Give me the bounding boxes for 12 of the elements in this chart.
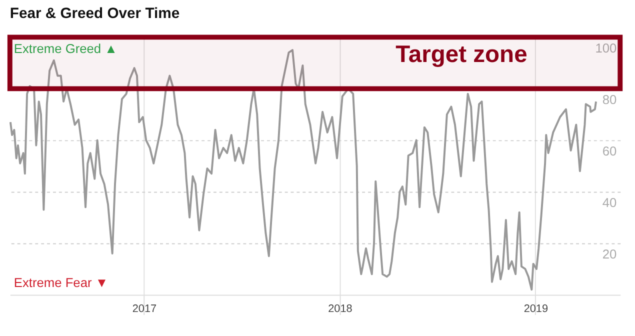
y-tick-label: 60 [602, 144, 617, 159]
annotation: Extreme Fear ▼ [14, 274, 108, 290]
x-tick-label: 2018 [328, 303, 352, 316]
annotation: Extreme Greed ▲ [14, 41, 118, 56]
y-tick-label: 20 [602, 246, 617, 262]
x-tick-label: 2019 [524, 303, 548, 316]
band-label: Target zone [396, 40, 528, 68]
y-tick-label: 40 [602, 195, 617, 210]
chart-title: Fear & Greed Over Time [10, 6, 180, 22]
x-tick-label: 2017 [132, 303, 157, 316]
y-tick-label: 100 [595, 40, 617, 56]
y-tick-label: 80 [602, 92, 617, 108]
